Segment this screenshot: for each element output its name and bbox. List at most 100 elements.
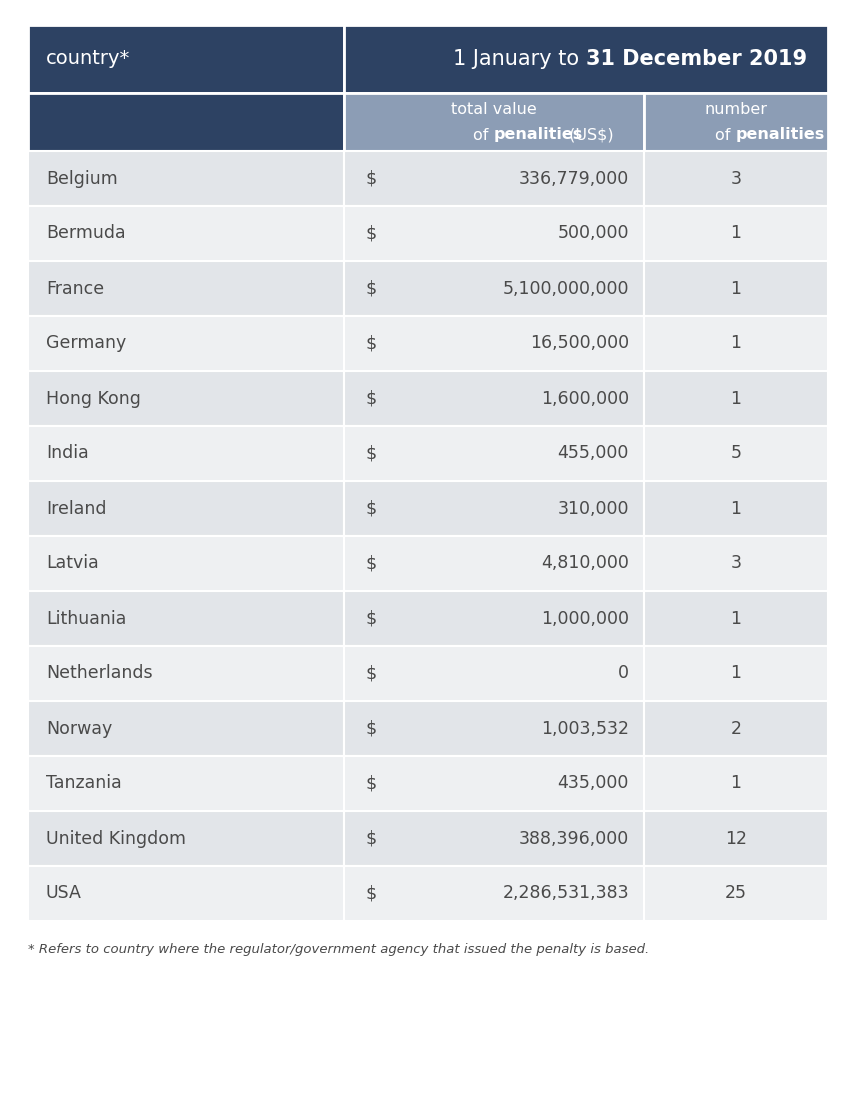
Bar [644,151,828,206]
Text: 3: 3 [730,554,741,572]
Text: Lithuania: Lithuania [46,609,127,627]
Text: 0: 0 [618,664,629,682]
Text: 1,600,000: 1,600,000 [541,389,629,407]
Text: 1: 1 [730,774,741,792]
Text: Bermuda: Bermuda [46,224,126,242]
Bar [28,94,344,151]
Text: Hong Kong: Hong Kong [46,389,141,407]
Text: 5,100,000,000: 5,100,000,000 [502,279,629,297]
Bar [644,371,828,426]
Text: $: $ [366,389,377,407]
Bar [28,536,344,591]
Text: 500,000: 500,000 [557,224,629,242]
Text: number: number [704,101,768,117]
Text: country*: country* [46,50,130,68]
Text: 310,000: 310,000 [557,499,629,517]
Bar [344,25,828,94]
Bar [644,756,828,811]
Bar [28,591,344,646]
Text: Latvia: Latvia [46,554,98,572]
Text: penalities: penalities [494,128,583,143]
Bar [644,591,828,646]
Text: 435,000: 435,000 [557,774,629,792]
Text: Belgium: Belgium [46,169,118,187]
Text: $: $ [366,719,377,737]
Bar [28,701,344,756]
Bar [344,756,644,811]
Text: 336,779,000: 336,779,000 [519,169,629,187]
Text: 1: 1 [730,334,741,352]
Bar [28,151,344,206]
Text: of: of [716,128,736,143]
Bar [344,646,644,701]
Bar [344,866,644,921]
Text: 1,003,532: 1,003,532 [541,719,629,737]
Bar [28,426,344,481]
Text: (US$): (US$) [564,128,614,143]
Bar [644,426,828,481]
Text: of: of [473,128,494,143]
Text: 1: 1 [730,664,741,682]
Text: total value: total value [451,101,537,117]
Bar [644,481,828,536]
Bar [644,316,828,371]
Text: $: $ [366,224,377,242]
Text: 1: 1 [730,499,741,517]
Bar [28,866,344,921]
Text: $: $ [366,554,377,572]
Text: 12: 12 [725,829,747,847]
Text: 1 January to: 1 January to [453,50,586,69]
Text: penalities: penalities [736,128,825,143]
Bar [28,371,344,426]
Text: 388,396,000: 388,396,000 [519,829,629,847]
Text: France: France [46,279,104,297]
Text: $: $ [366,499,377,517]
Text: United Kingdom: United Kingdom [46,829,186,847]
Bar [644,206,828,261]
Bar [28,646,344,701]
Text: 2,286,531,383: 2,286,531,383 [502,884,629,902]
Bar [344,591,644,646]
Bar [344,94,644,151]
Text: $: $ [366,279,377,297]
Text: $: $ [366,664,377,682]
Bar [28,811,344,866]
Bar [28,206,344,261]
Text: Ireland: Ireland [46,499,106,517]
Bar [644,94,828,151]
Text: $: $ [366,334,377,352]
Bar [28,756,344,811]
Bar [344,426,644,481]
Text: 1: 1 [730,609,741,627]
Bar [28,25,344,94]
Text: 455,000: 455,000 [557,444,629,462]
Bar [344,316,644,371]
Bar [344,811,644,866]
Text: 16,500,000: 16,500,000 [530,334,629,352]
Bar [644,261,828,316]
Bar [644,701,828,756]
Text: 1: 1 [730,279,741,297]
Bar [28,481,344,536]
Bar [644,811,828,866]
Bar [28,316,344,371]
Text: USA: USA [46,884,82,902]
Text: $: $ [366,609,377,627]
Text: India: India [46,444,89,462]
Bar [644,536,828,591]
Text: Norway: Norway [46,719,112,737]
Text: $: $ [366,169,377,187]
Text: 3: 3 [730,169,741,187]
Text: Germany: Germany [46,334,126,352]
Bar [344,206,644,261]
Bar [28,261,344,316]
Bar [344,261,644,316]
Text: 1: 1 [730,389,741,407]
Text: 1: 1 [730,224,741,242]
Text: $: $ [366,774,377,792]
Text: * Refers to country where the regulator/government agency that issued the penalt: * Refers to country where the regulator/… [28,943,649,956]
Text: $: $ [366,829,377,847]
Bar [344,701,644,756]
Text: Tanzania: Tanzania [46,774,122,792]
Text: Netherlands: Netherlands [46,664,152,682]
